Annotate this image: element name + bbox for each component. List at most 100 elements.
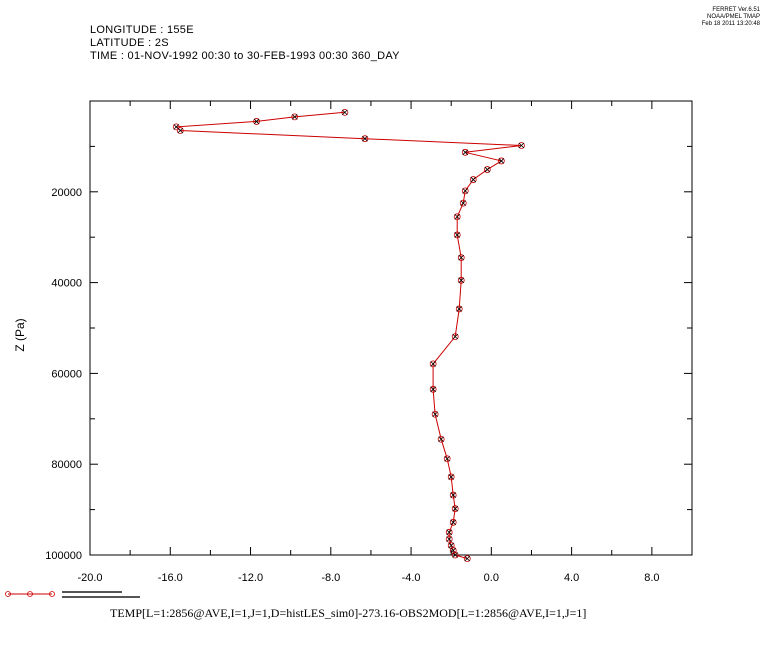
data-point bbox=[341, 108, 349, 116]
data-point bbox=[429, 360, 437, 368]
data-point-circle bbox=[172, 123, 180, 131]
data-point bbox=[431, 410, 439, 418]
data-point-cross bbox=[432, 411, 438, 418]
data-point-circle bbox=[461, 148, 469, 156]
data-point bbox=[451, 505, 459, 513]
data-point bbox=[176, 127, 184, 134]
x-tick-label: -8.0 bbox=[321, 572, 340, 584]
data-point bbox=[457, 276, 465, 284]
data-point-circle bbox=[429, 360, 437, 368]
data-point-cross bbox=[498, 158, 505, 164]
data-point-cross bbox=[452, 505, 458, 512]
data-point bbox=[469, 176, 477, 183]
data-point bbox=[518, 142, 525, 149]
data-point-circle bbox=[445, 535, 453, 543]
data-point bbox=[455, 305, 463, 313]
data-point-circle bbox=[457, 276, 465, 284]
latitude-label: LATITUDE : 2S bbox=[90, 37, 169, 49]
chart-caption: TEMP[L=1:2856@AVE,I=1,J=1,D=histLES_sim0… bbox=[110, 606, 587, 620]
data-point bbox=[459, 199, 467, 207]
ferret-org-stamp: NOAA/PMEL TMAP bbox=[706, 14, 760, 20]
data-point-circle bbox=[291, 113, 299, 121]
data-point-circle bbox=[429, 385, 437, 393]
legend-text-line bbox=[62, 591, 122, 593]
ferret-date-stamp: Feb 18 2011 13:20:48 bbox=[701, 21, 760, 27]
data-point-cross bbox=[484, 166, 491, 173]
data-point-cross bbox=[456, 306, 463, 312]
data-point-cross bbox=[450, 547, 456, 554]
data-point bbox=[445, 535, 453, 543]
x-tick-label: -4.0 bbox=[402, 572, 421, 584]
data-point-cross bbox=[470, 176, 477, 183]
data-point-circle bbox=[443, 455, 451, 463]
data-point bbox=[451, 551, 459, 559]
y-tick-label: 100000 bbox=[45, 550, 82, 562]
data-point-cross bbox=[452, 552, 458, 558]
data-point-cross bbox=[253, 118, 260, 125]
data-point-circle bbox=[453, 231, 461, 239]
data-point-circle bbox=[437, 435, 445, 443]
data-point-circle bbox=[451, 333, 459, 341]
data-point bbox=[447, 473, 455, 481]
data-point-cross bbox=[291, 114, 298, 120]
data-point-circle bbox=[451, 551, 459, 559]
data-point-cross bbox=[458, 254, 465, 261]
data-point bbox=[445, 528, 453, 536]
data-point-circle bbox=[453, 213, 461, 221]
data-point-circle bbox=[497, 157, 505, 165]
data-point-cross bbox=[448, 542, 454, 549]
data-point-cross bbox=[458, 277, 465, 284]
data-point-circle bbox=[176, 127, 184, 134]
data-point bbox=[453, 231, 461, 239]
x-tick-label: -16.0 bbox=[158, 572, 183, 584]
data-point-circle bbox=[451, 505, 459, 513]
data-point-cross bbox=[173, 124, 180, 130]
legend bbox=[5, 591, 140, 598]
data-point-circle bbox=[457, 254, 465, 262]
y-axis-label: Z (Pa) bbox=[13, 318, 27, 351]
data-point-cross bbox=[446, 536, 452, 542]
data-point-cross bbox=[430, 386, 436, 393]
data-point-circle bbox=[361, 135, 369, 143]
data-point-cross bbox=[452, 333, 458, 340]
data-point-circle bbox=[449, 518, 457, 526]
longitude-label: LONGITUDE : 155E bbox=[90, 24, 194, 36]
plot-axes bbox=[89, 100, 693, 556]
data-point bbox=[453, 213, 461, 221]
data-point-cross bbox=[444, 455, 450, 462]
data-point-cross bbox=[450, 492, 456, 498]
y-tick-label: 80000 bbox=[51, 459, 82, 471]
data-point bbox=[461, 187, 469, 195]
data-point bbox=[291, 113, 299, 121]
data-point-circle bbox=[445, 528, 453, 536]
data-point-cross bbox=[454, 232, 461, 238]
axis-ticks: -20.0 -16.0 -12.0 -8.0 -4.0 0.0 4.0 8.0 20000 400… bbox=[45, 101, 693, 584]
data-point-cross bbox=[438, 436, 444, 443]
data-point-cross bbox=[362, 135, 368, 142]
data-point-cross bbox=[177, 127, 184, 134]
data-point bbox=[361, 135, 369, 143]
series-layer bbox=[172, 108, 525, 563]
data-point bbox=[461, 148, 469, 156]
data-point bbox=[497, 157, 505, 165]
data-point-cross bbox=[460, 200, 467, 206]
y-tick-label: 60000 bbox=[51, 368, 82, 380]
data-point-circle bbox=[518, 142, 525, 149]
data-point-circle bbox=[253, 118, 260, 125]
data-point-cross bbox=[446, 529, 452, 536]
time-range-label: TIME : 01-NOV-1992 00:30 to 30-FEB-1993 … bbox=[90, 50, 400, 62]
data-point-circle bbox=[341, 108, 349, 116]
y-tick-label: 40000 bbox=[51, 278, 82, 290]
data-point-circle bbox=[449, 491, 457, 499]
data-point bbox=[463, 555, 471, 563]
data-point bbox=[443, 455, 451, 463]
x-tick-label: 0.0 bbox=[484, 572, 499, 584]
data-point-cross bbox=[342, 109, 348, 116]
data-point bbox=[451, 333, 459, 341]
plot-frame bbox=[89, 100, 693, 556]
data-point bbox=[429, 385, 437, 393]
data-point bbox=[253, 118, 260, 125]
data-point bbox=[437, 435, 445, 443]
data-point-circle bbox=[455, 305, 463, 313]
